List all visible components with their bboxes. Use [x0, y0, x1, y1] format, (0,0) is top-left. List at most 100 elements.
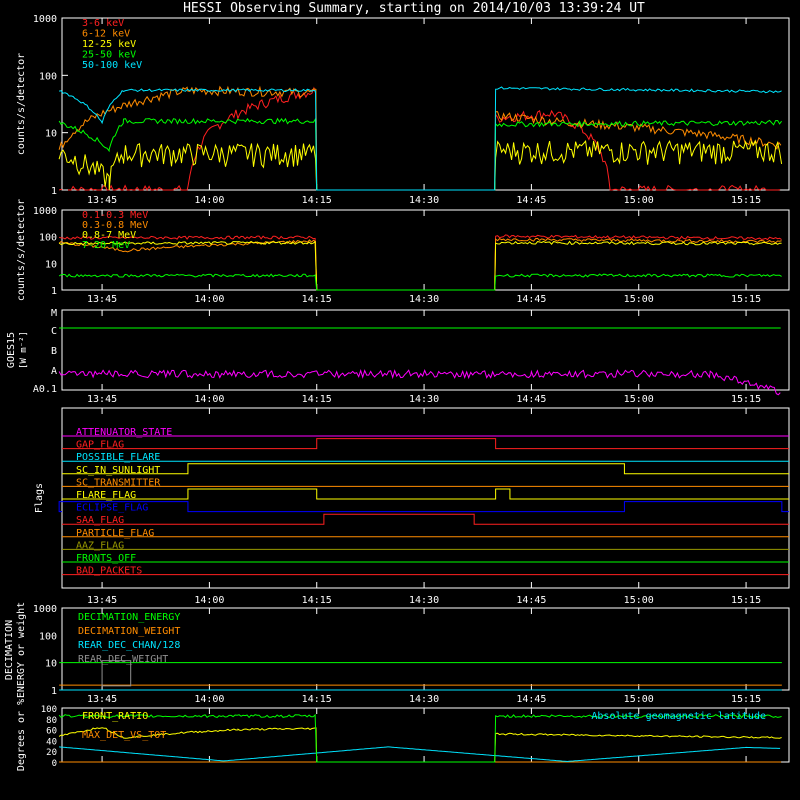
flag-label: ECLIPSE_FLAG	[76, 503, 148, 514]
y-axis-label: DECIMATION	[4, 620, 15, 680]
legend-entry: MAX_DET_VS_TOT	[82, 730, 166, 741]
legend-entry: 0.1-0.3 MeV	[82, 210, 148, 221]
legend-entry: 0.3-0.8 MeV	[82, 220, 148, 231]
flag-line-SAA_FLAG	[62, 513, 789, 525]
y-tick-label: 1000	[33, 14, 57, 25]
y-axis-label: Degrees or %	[16, 699, 27, 771]
legend-entry: 12-25 keV	[82, 39, 136, 50]
time-tick-label: 14:15	[302, 694, 332, 705]
y-tick-label: 1	[51, 286, 57, 297]
legend-entry: 25-50 keV	[82, 50, 136, 61]
time-tick-label: 14:15	[302, 394, 332, 405]
y-tick-label: 100	[39, 233, 57, 244]
time-tick-label: 14:00	[194, 394, 224, 405]
flag-line-FLARE_FLAG	[62, 488, 789, 500]
time-tick-label: 14:30	[409, 694, 439, 705]
time-tick-label: 14:45	[516, 595, 546, 606]
y-tick-label: 100	[41, 705, 57, 715]
y-axis-unit: [W m⁻²]	[19, 331, 29, 369]
time-tick-label: 14:45	[516, 394, 546, 405]
series-line-50-100 keV	[59, 86, 782, 191]
time-tick-label: 15:15	[731, 394, 761, 405]
y-tick-label: C	[51, 326, 57, 337]
time-tick-label: 15:15	[731, 195, 761, 206]
y-tick-label: 0	[52, 759, 57, 769]
legend-entry: DECIMATION_ENERGY	[78, 612, 180, 623]
time-tick-label: 14:45	[516, 294, 546, 305]
flag-label: PARTICLE_FLAG	[76, 528, 154, 539]
y-tick-label: 60	[46, 727, 57, 737]
flag-line-SC_IN_SUNLIGHT	[62, 463, 789, 475]
time-tick-label: 14:45	[516, 694, 546, 705]
time-tick-label: 13:45	[87, 595, 117, 606]
time-tick-label: 15:00	[624, 294, 654, 305]
y-tick-label: B	[51, 346, 57, 357]
time-tick-label: 14:00	[194, 195, 224, 206]
y-tick-label: A	[51, 366, 57, 377]
label-layer: 13:45 14:00 14:15 14:30 14:45 15:00 15:15 13:45…	[4, 14, 766, 771]
y-tick-label: 1000	[33, 604, 57, 615]
y-tick-label: 40	[46, 737, 57, 747]
series-line-7-20 MeV	[58, 273, 782, 291]
time-tick-label: 13:45	[87, 294, 117, 305]
legend-entry: REAR_DEC_WEIGHT	[78, 654, 168, 665]
panel4-frame	[61, 407, 790, 589]
y-tick-label: 10	[45, 129, 57, 140]
y-axis-label: counts/s/detector	[16, 199, 27, 301]
y-tick-label: 100	[39, 71, 57, 82]
time-tick-label: 14:00	[194, 694, 224, 705]
flag-label: POSSIBLE_FLARE	[76, 452, 160, 463]
y-tick-label: 20	[46, 748, 57, 758]
legend-entry: FRONT_RATIO	[82, 711, 148, 722]
legend-entry: 3-6 keV	[82, 18, 124, 29]
y-axis-label: Flags	[34, 483, 45, 513]
y-tick-label: 80	[46, 716, 57, 726]
time-tick-label: 14:30	[409, 294, 439, 305]
time-tick-label: 14:15	[302, 294, 332, 305]
legend-entry: DECIMATION_WEIGHT	[78, 626, 180, 637]
time-tick-label: 15:00	[624, 694, 654, 705]
y-axis-label: counts/s/detector	[16, 53, 27, 155]
legend-entry: Absolute geomagnetic latitude	[591, 711, 766, 722]
time-tick-label: 14:00	[194, 595, 224, 606]
series-line-green ratio	[58, 713, 782, 763]
flag-label: ATTENUATOR_STATE	[76, 427, 172, 438]
y-tick-label: 1000	[33, 206, 57, 217]
flag-label: SC_IN_SUNLIGHT	[76, 465, 160, 476]
y-tick-label: M	[51, 308, 57, 319]
y-tick-label: 100	[39, 631, 57, 642]
flag-label: SAA_FLAG	[76, 515, 124, 526]
time-tick-label: 14:00	[194, 294, 224, 305]
time-tick-label: 14:30	[409, 595, 439, 606]
panel3-frame	[61, 309, 790, 391]
time-tick-label: 14:30	[409, 195, 439, 206]
flag-line-ECLIPSE_FLAG	[58, 501, 789, 513]
time-tick-label: 13:45	[87, 195, 117, 206]
flag-label: BAD_PACKETS	[76, 566, 142, 577]
legend-entry: 0.8-7 MeV	[82, 230, 136, 241]
y-tick-label: A0.1	[33, 384, 57, 395]
flag-label: AAZ_FLAG	[76, 540, 124, 551]
time-tick-label: 15:15	[731, 294, 761, 305]
time-tick-label: 14:30	[409, 394, 439, 405]
flag-label: SC_TRANSMITTER	[76, 477, 161, 488]
y-tick-label: 1	[51, 186, 57, 197]
flag-label: GAP_FLAG	[76, 440, 124, 451]
time-tick-label: 15:00	[624, 394, 654, 405]
y-tick-label: 1	[51, 686, 57, 697]
chart-title: HESSI Observing Summary, starting on 201…	[183, 1, 645, 16]
time-tick-label: 14:15	[302, 195, 332, 206]
time-tick-label: 15:15	[731, 694, 761, 705]
flag-label: FLARE_FLAG	[76, 490, 136, 501]
flag-line-GAP_FLAG	[62, 438, 789, 450]
legend-entry: REAR_DEC_CHAN/128	[78, 640, 180, 651]
series-line-Absolute geomagnetic latitude	[59, 746, 781, 763]
time-tick-label: 15:00	[624, 595, 654, 606]
y-axis-label: ENERGY or weight	[16, 602, 27, 698]
time-tick-label: 13:45	[87, 394, 117, 405]
legend-entry: 7-20 MeV	[82, 240, 130, 251]
time-tick-label: 13:45	[87, 694, 117, 705]
series-line-GOES short channel	[58, 368, 781, 396]
